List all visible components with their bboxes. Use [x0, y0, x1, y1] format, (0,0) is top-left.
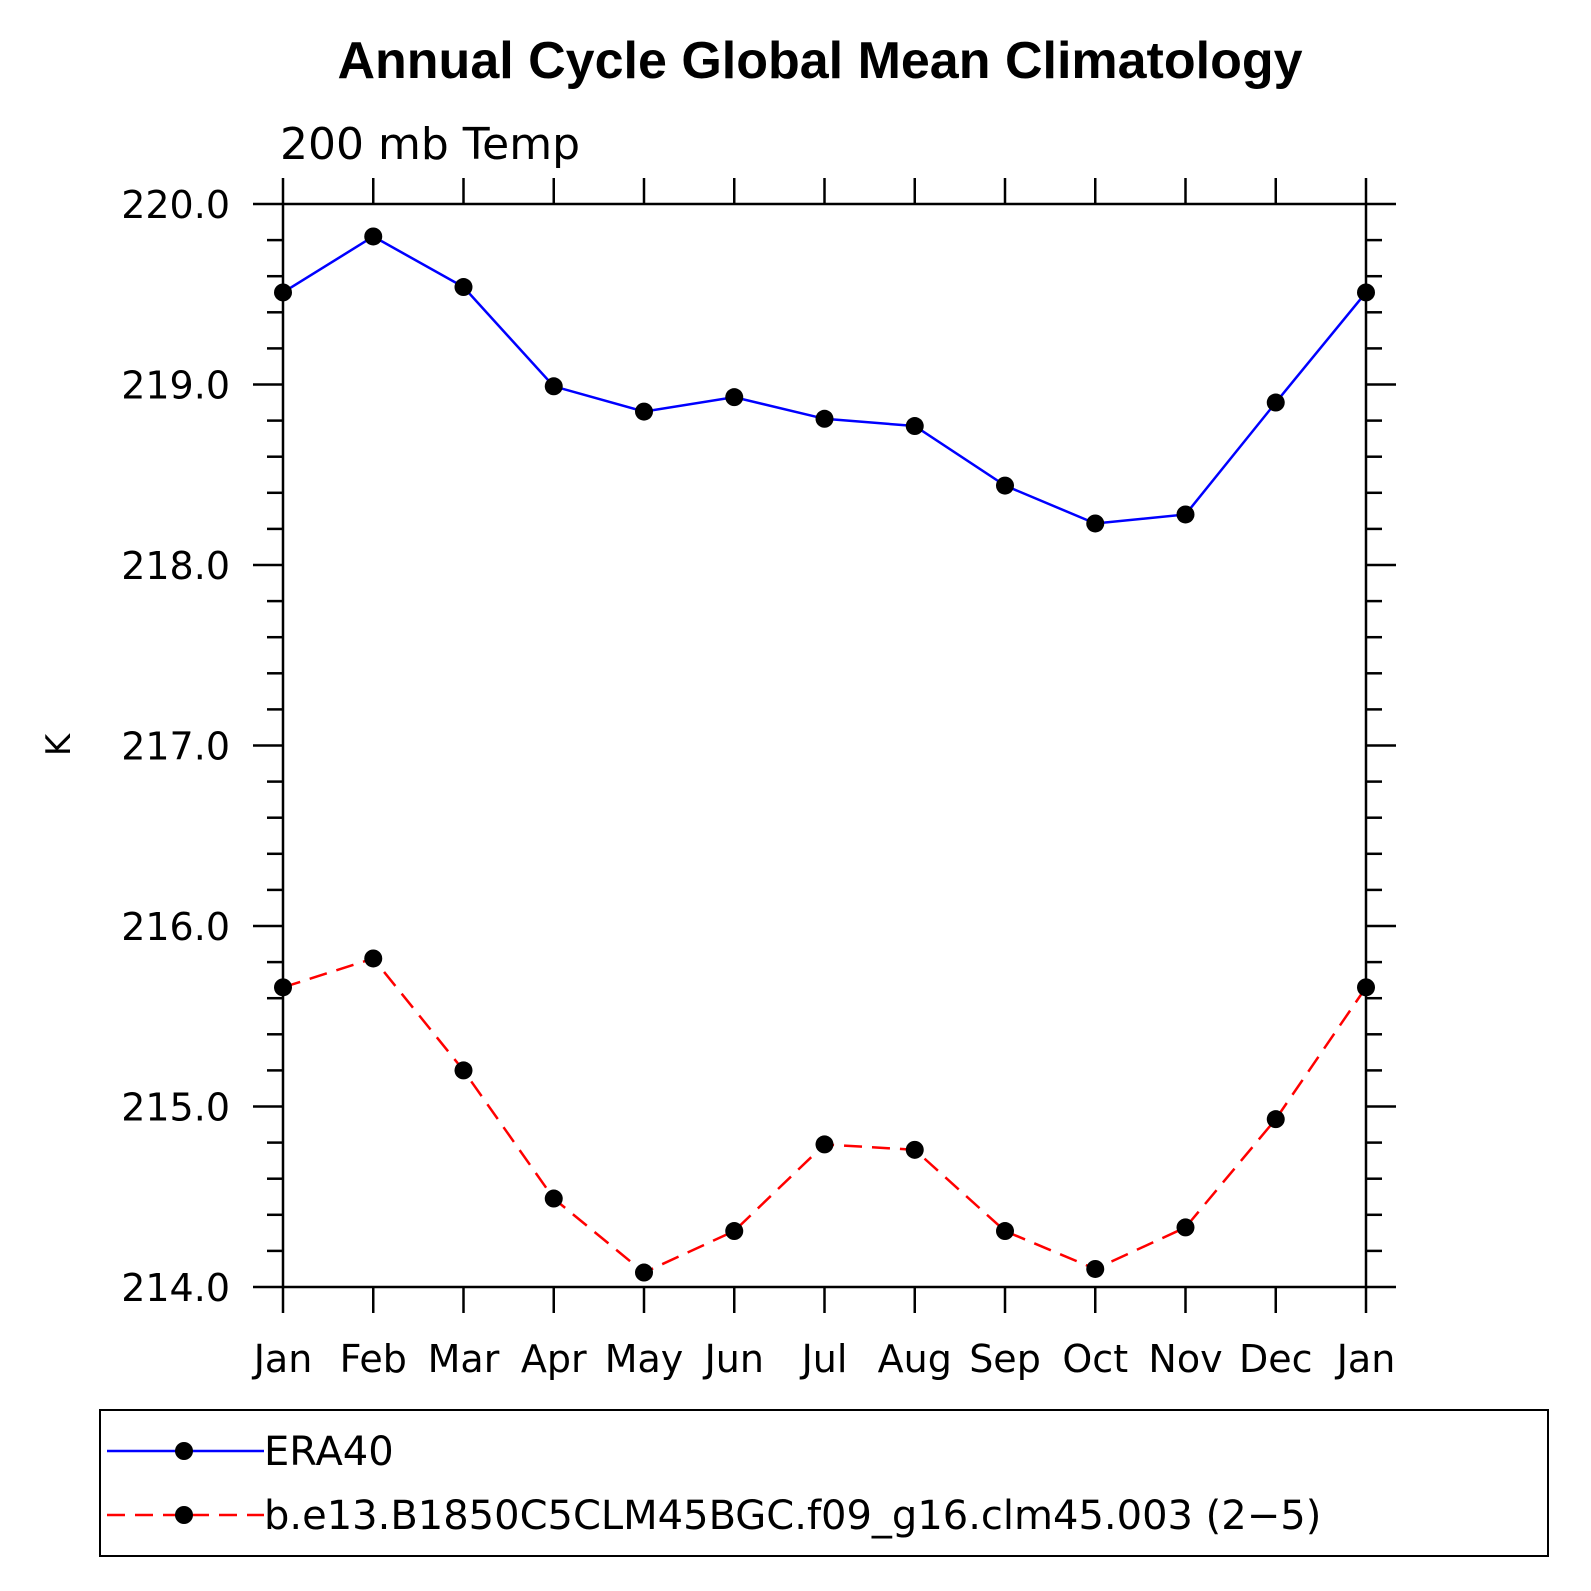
x-tick-label: Oct [1062, 1337, 1128, 1381]
series-0-point [996, 476, 1014, 495]
y-tick-label: 218.0 [121, 544, 230, 588]
series-1-point [635, 1263, 653, 1282]
x-tick-label: Jul [800, 1337, 848, 1381]
series-0-point [725, 388, 744, 407]
series-0-point [544, 377, 563, 396]
legend-marker-era40 [175, 1442, 193, 1460]
x-tick-label: Jan [1335, 1337, 1396, 1381]
series-0-point [1086, 514, 1105, 533]
plot-frame [281, 202, 1368, 1289]
y-axis-label: K [39, 732, 79, 756]
y-tick-label: 215.0 [121, 1086, 230, 1130]
series-layer [274, 227, 1375, 1282]
series-1-point [815, 1135, 834, 1154]
x-tick-label: May [605, 1337, 684, 1381]
x-tick-label: Mar [428, 1337, 500, 1381]
x-tick-label: Jan [252, 1337, 313, 1381]
legend-label-model: b.e13.B1850C5CLM45BGC.f09_g16.clm45.003 … [264, 1493, 1321, 1539]
series-line-0 [282, 235, 1367, 525]
series-1-point [1266, 1110, 1285, 1129]
series-1-point [905, 1140, 924, 1159]
y-tick-label: 220.0 [121, 183, 230, 227]
x-tick-label: Nov [1148, 1337, 1222, 1381]
legend: ERA40 b.e13.B1850C5CLM45BGC.f09_g16.clm4… [99, 1409, 1549, 1557]
axis-ticks [253, 178, 1396, 1313]
x-tick-label: Sep [969, 1337, 1041, 1381]
series-1-point [1086, 1259, 1105, 1278]
series-0-point [905, 417, 924, 436]
series-0-point [364, 227, 383, 246]
series-1-point [454, 1061, 473, 1080]
series-1-point [996, 1222, 1014, 1241]
legend-label-era40: ERA40 [264, 1429, 394, 1475]
series-1-point [364, 949, 383, 968]
series-1-point [725, 1222, 744, 1241]
series-line-1 [282, 957, 1368, 1275]
chart-title: Annual Cycle Global Mean Climatology [337, 32, 1302, 90]
x-tick-label: Aug [878, 1337, 952, 1381]
series-0-point [815, 409, 834, 428]
series-0-point [635, 402, 653, 421]
series-0-point [1176, 505, 1195, 524]
x-tick-label: Feb [340, 1337, 407, 1381]
series-1-point [1176, 1218, 1195, 1237]
tick-labels: Jan Feb Mar Apr May Jun Jul Aug Sep Oct Nov Dec Jan 2… [121, 183, 1395, 1381]
y-tick-label: 217.0 [121, 725, 230, 769]
series-1-point [544, 1189, 563, 1208]
series-0-point [454, 278, 473, 297]
y-tick-label: 214.0 [121, 1266, 230, 1310]
x-tick-label: Apr [521, 1337, 587, 1381]
legend-box [99, 1409, 1549, 1557]
y-tick-label: 216.0 [121, 905, 230, 949]
x-tick-label: Dec [1239, 1337, 1313, 1381]
x-tick-label: Jun [703, 1337, 764, 1381]
chart-subtitle: 200 mb Temp [280, 119, 580, 170]
legend-marker-model [175, 1506, 193, 1524]
series-0-point [1266, 393, 1285, 412]
y-tick-label: 219.0 [121, 364, 230, 408]
